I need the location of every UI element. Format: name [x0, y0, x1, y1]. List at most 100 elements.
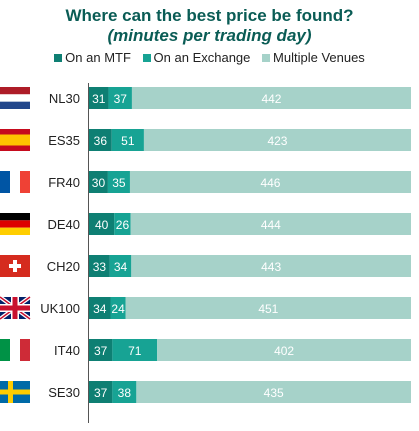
bar-segment-multiple — [125, 297, 411, 319]
data-label-mtf: 34 — [93, 302, 107, 316]
data-label-multiple: 402 — [274, 344, 294, 358]
bar-segment-multiple — [157, 339, 411, 361]
data-label-mtf: 31 — [92, 92, 106, 106]
legend-swatch-mtf — [54, 53, 63, 62]
flag-stripe-red — [20, 339, 30, 361]
bar-row-fr40: FR40 30 35 446 — [0, 171, 411, 193]
chart-subtitle: (minutes per trading day) — [107, 26, 312, 45]
flag-cross-yellow-h — [0, 389, 30, 395]
flag-stripe-yellow — [0, 134, 30, 146]
bar-segment-multiple — [136, 381, 411, 403]
data-label-multiple: 451 — [258, 302, 278, 316]
data-label-mtf: 40 — [95, 218, 109, 232]
bar-segment-exchange — [109, 255, 132, 277]
flag-stripe-blue — [0, 101, 30, 109]
bar-segment-mtf — [89, 339, 113, 361]
bar-row-se30: SE30 37 38 435 — [0, 381, 411, 403]
category-label: FR40 — [48, 175, 80, 190]
flag-stripe-white — [10, 339, 20, 361]
bar-segment-exchange — [107, 171, 130, 193]
legend: On an MTF On an Exchange Multiple Venues — [0, 50, 419, 65]
category-label: CH20 — [47, 259, 80, 274]
legend-label-mtf: On an MTF — [65, 50, 131, 65]
netherlands-flag-icon — [0, 87, 30, 109]
bar-segment-exchange — [114, 213, 131, 235]
category-label: SE30 — [48, 385, 80, 400]
italy-flag-icon — [0, 339, 30, 361]
category-label: DE40 — [47, 217, 80, 232]
bar-segment-multiple — [131, 255, 412, 277]
bar-segment-multiple — [130, 213, 411, 235]
data-label-multiple: 444 — [261, 218, 281, 232]
flag-stripe-green — [0, 339, 10, 361]
data-label-exchange: 37 — [114, 92, 128, 106]
data-label-mtf: 36 — [94, 134, 108, 148]
flag-stripe-red — [20, 171, 30, 193]
category-label: UK100 — [40, 301, 80, 316]
bar-segment-multiple — [131, 87, 411, 109]
data-label-exchange: 34 — [114, 260, 128, 274]
flag-cross-red-h — [0, 305, 30, 311]
flag-stripe-red — [0, 220, 30, 228]
bar-segment-mtf — [89, 255, 110, 277]
category-label: NL30 — [49, 91, 80, 106]
chart-title: Where can the best price be found? — [65, 6, 354, 25]
bar-segment-mtf — [89, 297, 111, 319]
bar-segment-exchange — [112, 381, 137, 403]
bar-segment-exchange — [110, 297, 126, 319]
bar-segment-exchange — [108, 87, 132, 109]
legend-swatch-exchange — [142, 53, 151, 62]
data-label-multiple: 442 — [261, 92, 281, 106]
flag-stripe-white — [10, 171, 20, 193]
bar-segment-mtf — [89, 213, 115, 235]
bar-segment-mtf — [89, 87, 109, 109]
data-label-multiple: 423 — [267, 134, 287, 148]
bar-segment-mtf — [89, 171, 108, 193]
bar-segment-multiple — [143, 129, 411, 151]
legend-label-multiple: Multiple Venues — [273, 50, 365, 65]
sweden-flag-icon — [0, 381, 30, 403]
data-label-mtf: 37 — [94, 344, 108, 358]
legend-label-exchange: On an Exchange — [153, 50, 251, 65]
flag-stripe-white — [0, 94, 30, 102]
uk-flag-icon — [0, 295, 32, 321]
bar-row-ch20: CH20 33 34 443 — [0, 255, 412, 277]
data-label-mtf: 33 — [93, 260, 107, 274]
data-label-exchange: 35 — [112, 176, 126, 190]
france-flag-icon — [0, 171, 30, 193]
data-label-multiple: 446 — [260, 176, 280, 190]
data-label-exchange: 51 — [121, 134, 135, 148]
data-label-exchange: 71 — [128, 344, 142, 358]
data-label-exchange: 38 — [118, 386, 132, 400]
data-label-exchange: 26 — [116, 218, 130, 232]
flag-stripe-red — [0, 87, 30, 95]
bar-segment-exchange — [111, 129, 144, 151]
bar-row-de40: DE40 40 26 444 — [0, 213, 411, 235]
bar-segment-mtf — [89, 381, 113, 403]
switzerland-flag-icon — [0, 255, 30, 277]
data-label-mtf: 37 — [94, 386, 108, 400]
legend-item-multiple: Multiple Venues — [262, 50, 365, 65]
bar-row-it40: IT40 37 71 402 — [0, 339, 411, 361]
bar-row-es35: ES35 36 51 423 — [0, 129, 411, 151]
bar-row-uk100: UK100 34 24 451 — [0, 295, 411, 321]
legend-swatch-multiple — [262, 53, 271, 62]
bar-segment-mtf — [89, 129, 112, 151]
spain-flag-icon — [0, 129, 30, 151]
legend-item-mtf: On an MTF — [54, 50, 131, 65]
data-label-mtf: 30 — [92, 176, 106, 190]
data-label-multiple: 435 — [264, 386, 284, 400]
data-label-exchange: 24 — [111, 302, 125, 316]
flag-stripe-gold — [0, 227, 30, 235]
flag-stripe-black — [0, 213, 30, 221]
category-label: ES35 — [48, 133, 80, 148]
legend-item-exchange: On an Exchange — [142, 50, 251, 65]
data-label-multiple: 443 — [261, 260, 281, 274]
flag-cross-horizontal — [9, 264, 21, 268]
flag-stripe-blue — [0, 171, 10, 193]
germany-flag-icon — [0, 213, 30, 235]
bar-segment-exchange — [112, 339, 158, 361]
category-label: IT40 — [54, 343, 80, 358]
bar-row-nl30: NL30 31 37 442 — [0, 87, 411, 109]
